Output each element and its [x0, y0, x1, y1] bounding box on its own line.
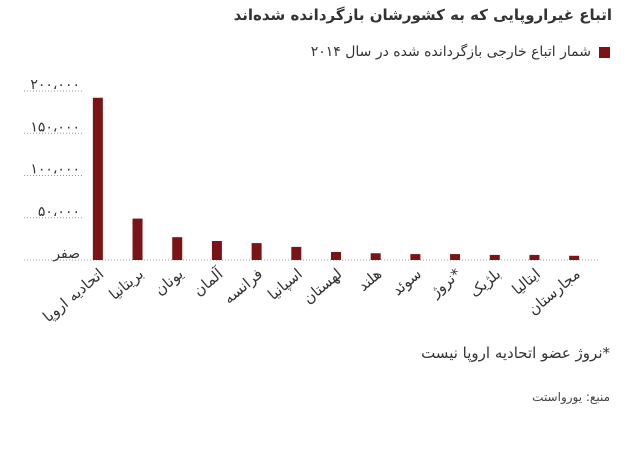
bar [489, 254, 500, 260]
legend-label: شمار اتباع خارجی بازگردانده شده در سال ۲… [310, 44, 591, 60]
bar [92, 97, 103, 260]
bar [410, 254, 421, 260]
bar [370, 253, 381, 260]
x-tick-label: لهستان [299, 265, 345, 308]
y-tick-label: ۵۰،۰۰۰ [38, 204, 80, 220]
bar [172, 237, 183, 260]
x-tick-label: سوئد [388, 265, 424, 300]
x-tick-label: فرانسه [220, 265, 266, 308]
bar [331, 251, 341, 260]
bar [251, 243, 262, 260]
bar [211, 240, 222, 260]
legend-swatch [599, 46, 610, 58]
bar [569, 255, 580, 260]
legend: شمار اتباع خارجی بازگردانده شده در سال ۲… [311, 44, 610, 60]
source: منبع: یورواستت [532, 390, 610, 404]
x-tick-label: نروژ* [426, 264, 465, 301]
bar [291, 246, 302, 260]
x-tick-label: هلند [354, 265, 385, 295]
x-tick-label: بریتانیا [106, 265, 147, 304]
y-tick-label: ۱۵۰،۰۰۰ [30, 119, 80, 135]
y-tick-label: ۲۰۰،۰۰۰ [30, 77, 80, 93]
chart-title: اتباع غیراروپایی که به کشورشان بازگرداند… [233, 6, 612, 24]
footnote: *نروژ عضو اتحادیه اروپا نیست [421, 344, 610, 362]
y-tick-label: صفر [52, 246, 80, 262]
bar [450, 254, 461, 260]
x-tick-label: اتحادیه اروپا [39, 265, 108, 327]
bar [529, 254, 540, 260]
x-tick-label: یونان [151, 265, 187, 299]
x-tick-label: بلژیک [466, 265, 504, 301]
x-tick-label: اسپانیا [264, 265, 306, 305]
y-tick-label: ۱۰۰،۰۰۰ [30, 162, 80, 178]
bar [132, 218, 143, 260]
